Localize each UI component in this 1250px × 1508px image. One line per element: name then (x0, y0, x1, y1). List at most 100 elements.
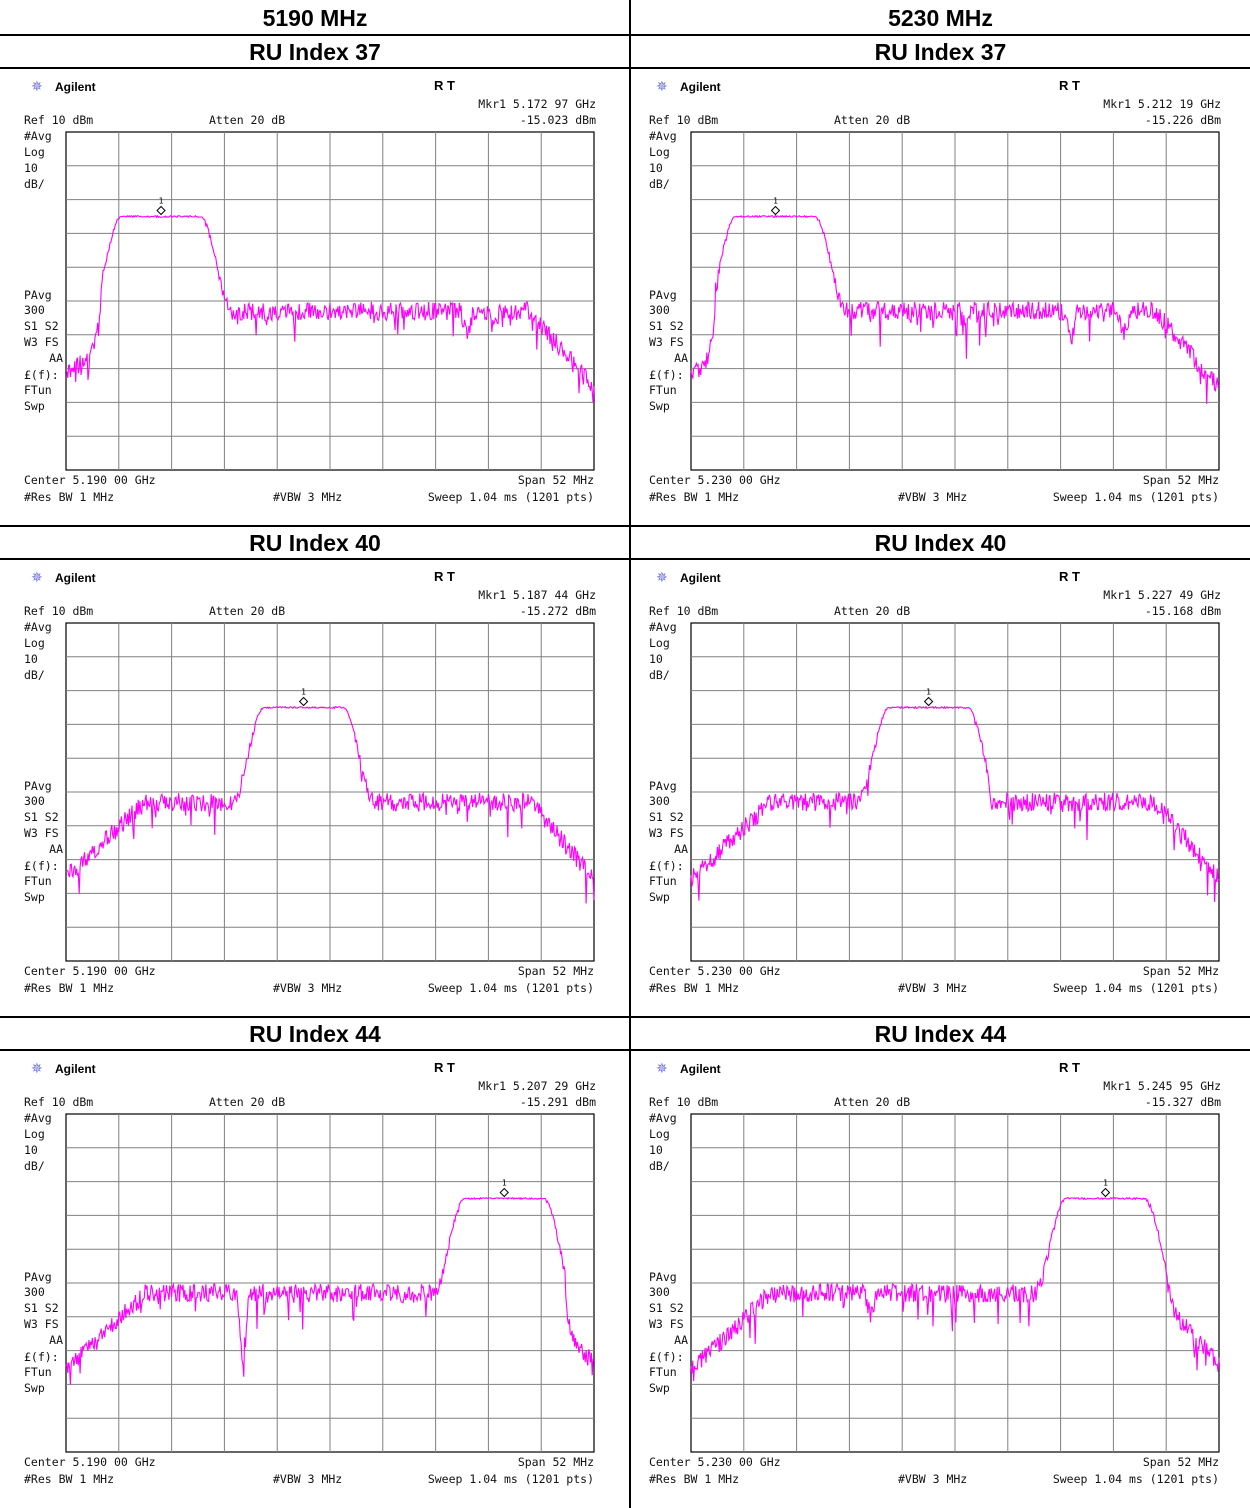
side-label: 300 (24, 1285, 45, 1299)
side-label: W3 FS (649, 1317, 684, 1331)
span-label: Span 52 MHz (1143, 1455, 1219, 1469)
side-label: W3 FS (649, 335, 684, 349)
marker-frequency-readout: Mkr1 5.227 49 GHz (1103, 588, 1221, 602)
side-label: 10 (649, 161, 663, 175)
spectrum-chart: ✵ Agilent R T Mkr1 5.207 29 GHz -15.291 dBm R… (24, 1060, 596, 1486)
brand-label: Agilent (680, 571, 721, 585)
brand-label: Agilent (680, 80, 721, 94)
attenuation-label: Atten 20 dB (209, 113, 285, 127)
agilent-spark-icon: ✵ (656, 79, 668, 95)
table-line (0, 525, 1250, 527)
sweep-label: Sweep 1.04 ms (1201 pts) (1053, 490, 1219, 504)
reference-level-label: Ref 10 dBm (649, 604, 718, 618)
side-label: AA (674, 1333, 688, 1347)
side-label: 10 (24, 1143, 38, 1157)
center-frequency-label: Center 5.190 00 GHz (24, 964, 156, 978)
side-label: Swp (649, 1381, 670, 1395)
side-label: FTun (24, 383, 52, 397)
reference-level-label: Ref 10 dBm (649, 1095, 718, 1109)
graticule (690, 1113, 1220, 1453)
spectrum-chart: ✵ Agilent R T Mkr1 5.212 19 GHz -15.226 dBm R… (649, 78, 1221, 504)
side-label: Swp (649, 890, 670, 904)
marker-frequency-readout: Mkr1 5.245 95 GHz (1103, 1079, 1221, 1093)
side-label: 300 (649, 794, 670, 808)
side-label: £(f): (649, 368, 684, 382)
side-label: FTun (649, 874, 677, 888)
side-label: W3 FS (649, 826, 684, 840)
brand-label: Agilent (55, 1062, 96, 1076)
side-label: Log (649, 636, 670, 650)
marker-level-readout: -15.327 dBm (1145, 1095, 1221, 1109)
attenuation-label: Atten 20 dB (209, 604, 285, 618)
graticule (690, 131, 1220, 471)
table-line (0, 1049, 1250, 1051)
side-label: #Avg (649, 129, 677, 143)
marker-diamond-icon (156, 205, 166, 216)
reference-level-label: Ref 10 dBm (24, 604, 93, 618)
marker-frequency-readout: Mkr1 5.212 19 GHz (1103, 97, 1221, 111)
center-frequency-label: Center 5.230 00 GHz (649, 473, 781, 487)
side-label: AA (674, 351, 688, 365)
agilent-spark-icon: ✵ (656, 1061, 668, 1077)
side-label: PAvg (649, 779, 677, 793)
side-label: Log (24, 145, 45, 159)
reference-level-label: Ref 10 dBm (24, 113, 93, 127)
side-label: #Avg (24, 620, 52, 634)
sweep-label: Sweep 1.04 ms (1201 pts) (1053, 981, 1219, 995)
rt-indicator: R T (434, 569, 455, 584)
side-label: dB/ (649, 1159, 670, 1173)
span-label: Span 52 MHz (1143, 473, 1219, 487)
side-label: AA (49, 1333, 63, 1347)
side-label: Log (24, 1127, 45, 1141)
side-label: AA (674, 842, 688, 856)
brand-label: Agilent (55, 571, 96, 585)
marker-number: 1 (301, 688, 306, 697)
row-header-ru44-right: RU Index 44 (874, 1021, 1007, 1047)
side-label: W3 FS (24, 1317, 59, 1331)
side-label: #Avg (649, 1111, 677, 1125)
side-label: Swp (24, 890, 45, 904)
spectrum-chart: ✵ Agilent R T Mkr1 5.245 95 GHz -15.327 dBm R… (649, 1060, 1221, 1486)
span-label: Span 52 MHz (1143, 964, 1219, 978)
side-label: S1 S2 (649, 319, 684, 333)
vbw-label: #VBW 3 MHz (898, 981, 967, 995)
side-label: W3 FS (24, 335, 59, 349)
marker-number: 1 (773, 197, 778, 206)
spectrum-trace (65, 214, 595, 404)
vbw-label: #VBW 3 MHz (273, 1472, 342, 1486)
side-label: S1 S2 (649, 1301, 684, 1315)
sweep-label: Sweep 1.04 ms (1201 pts) (428, 490, 594, 504)
side-label: 10 (649, 1143, 663, 1157)
rt-indicator: R T (1059, 78, 1080, 93)
spectrum-chart: ✵ Agilent R T Mkr1 5.187 44 GHz -15.272 dBm R… (24, 569, 596, 995)
graticule (65, 131, 595, 471)
side-label: Log (649, 1127, 670, 1141)
side-label: £(f): (24, 859, 59, 873)
side-label: PAvg (649, 288, 677, 302)
table-line (0, 34, 1250, 36)
table-line (0, 1016, 1250, 1018)
attenuation-label: Atten 20 dB (834, 604, 910, 618)
spectrum-trace (690, 214, 1220, 404)
spectrum-trace (65, 705, 595, 904)
side-label: 300 (649, 303, 670, 317)
marker-diamond-icon (499, 1187, 509, 1198)
side-label: 10 (24, 652, 38, 666)
reference-level-label: Ref 10 dBm (649, 113, 718, 127)
spectrum-panel-5230-ru37: ✵ Agilent R T Mkr1 5.212 19 GHz -15.226 dBm R… (630, 70, 1250, 525)
vbw-label: #VBW 3 MHz (273, 490, 342, 504)
marker-diamond-icon (923, 696, 934, 707)
center-frequency-label: Center 5.190 00 GHz (24, 473, 156, 487)
marker-number: 1 (159, 197, 164, 206)
res-bw-label: #Res BW 1 MHz (649, 981, 739, 995)
side-label: Log (24, 636, 45, 650)
sweep-label: Sweep 1.04 ms (1201 pts) (428, 981, 594, 995)
marker-diamond-icon (298, 696, 309, 707)
side-label: PAvg (649, 1270, 677, 1284)
side-label: £(f): (24, 368, 59, 382)
spectrum-panel-5190-ru40: ✵ Agilent R T Mkr1 5.187 44 GHz -15.272 dBm R… (5, 561, 625, 1016)
table-line (0, 558, 1250, 560)
side-label: Log (649, 145, 670, 159)
graticule (690, 622, 1220, 962)
marker-frequency-readout: Mkr1 5.207 29 GHz (478, 1079, 596, 1093)
